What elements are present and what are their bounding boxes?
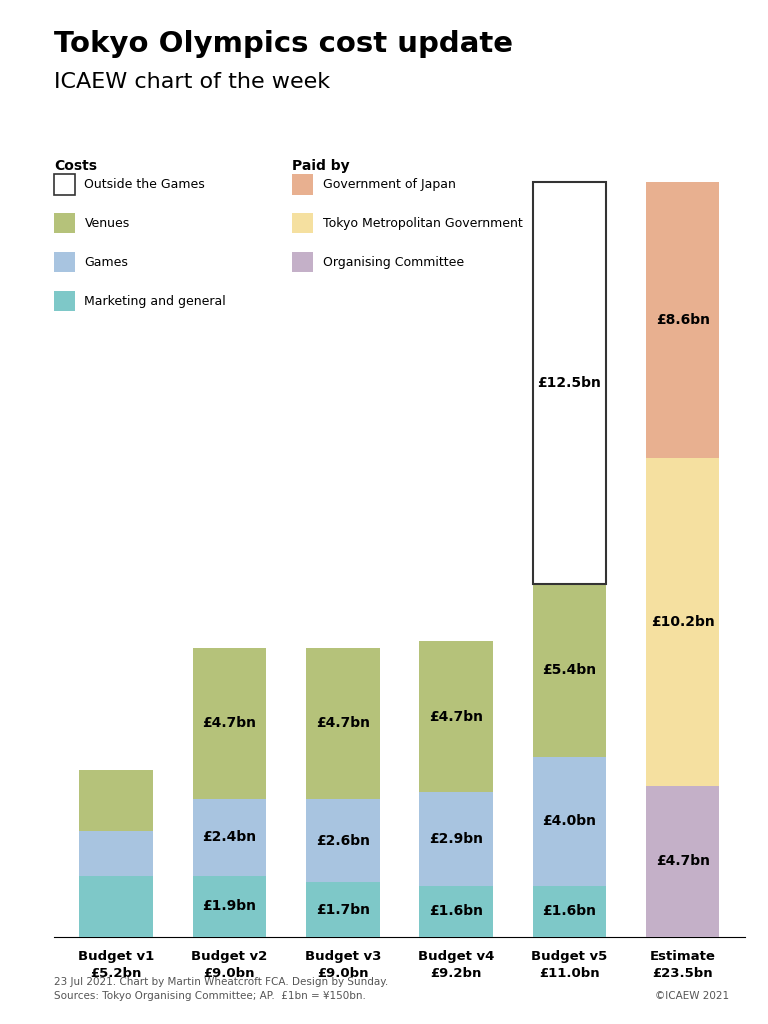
Text: Marketing and general: Marketing and general xyxy=(84,295,227,307)
Text: £2.4bn: £2.4bn xyxy=(202,830,257,845)
Bar xyxy=(306,648,379,799)
Text: £1.6bn: £1.6bn xyxy=(429,904,483,919)
Text: £1.7bn: £1.7bn xyxy=(316,902,369,916)
Bar xyxy=(193,799,266,876)
Bar xyxy=(193,648,266,799)
Bar xyxy=(306,883,379,937)
Text: ICAEW chart of the week: ICAEW chart of the week xyxy=(54,72,330,92)
Bar xyxy=(646,786,720,937)
Bar xyxy=(419,886,493,937)
Bar xyxy=(306,799,379,883)
Text: £4.7bn: £4.7bn xyxy=(316,717,369,730)
Bar xyxy=(79,830,153,876)
Text: £2.9bn: £2.9bn xyxy=(429,831,483,846)
Text: Games: Games xyxy=(84,256,128,268)
Text: £1.9bn: £1.9bn xyxy=(203,899,257,913)
Bar xyxy=(79,770,153,830)
Text: £8.6bn: £8.6bn xyxy=(656,313,710,327)
Bar xyxy=(532,584,606,757)
Text: Tokyo Olympics cost update: Tokyo Olympics cost update xyxy=(54,30,513,57)
Text: Paid by: Paid by xyxy=(292,159,349,173)
Text: Outside the Games: Outside the Games xyxy=(84,178,205,190)
Text: £4.7bn: £4.7bn xyxy=(429,710,483,724)
Bar xyxy=(532,886,606,937)
Text: £2.6bn: £2.6bn xyxy=(316,834,369,848)
Bar xyxy=(532,757,606,886)
Text: Government of Japan: Government of Japan xyxy=(323,178,455,190)
Bar xyxy=(79,876,153,937)
Text: 23 Jul 2021. Chart by Martin Wheatcroft FCA. Design by Sunday.
Sources: Tokyo Or: 23 Jul 2021. Chart by Martin Wheatcroft … xyxy=(54,978,388,1001)
Text: £10.2bn: £10.2bn xyxy=(650,615,714,629)
Text: £12.5bn: £12.5bn xyxy=(538,376,601,390)
Bar xyxy=(646,459,720,786)
Text: Tokyo Metropolitan Government: Tokyo Metropolitan Government xyxy=(323,217,522,229)
Text: £4.7bn: £4.7bn xyxy=(656,854,710,868)
Text: Venues: Venues xyxy=(84,217,130,229)
Text: Costs: Costs xyxy=(54,159,97,173)
Bar xyxy=(193,876,266,937)
Text: ©ICAEW 2021: ©ICAEW 2021 xyxy=(655,991,730,1001)
Text: £5.4bn: £5.4bn xyxy=(542,664,597,677)
Bar xyxy=(419,641,493,793)
Text: Organising Committee: Organising Committee xyxy=(323,256,464,268)
Bar xyxy=(532,182,606,584)
Text: £4.0bn: £4.0bn xyxy=(542,814,596,828)
Text: £1.6bn: £1.6bn xyxy=(542,904,596,919)
Text: £4.7bn: £4.7bn xyxy=(203,717,257,730)
Bar xyxy=(419,793,493,886)
Bar xyxy=(646,182,720,459)
